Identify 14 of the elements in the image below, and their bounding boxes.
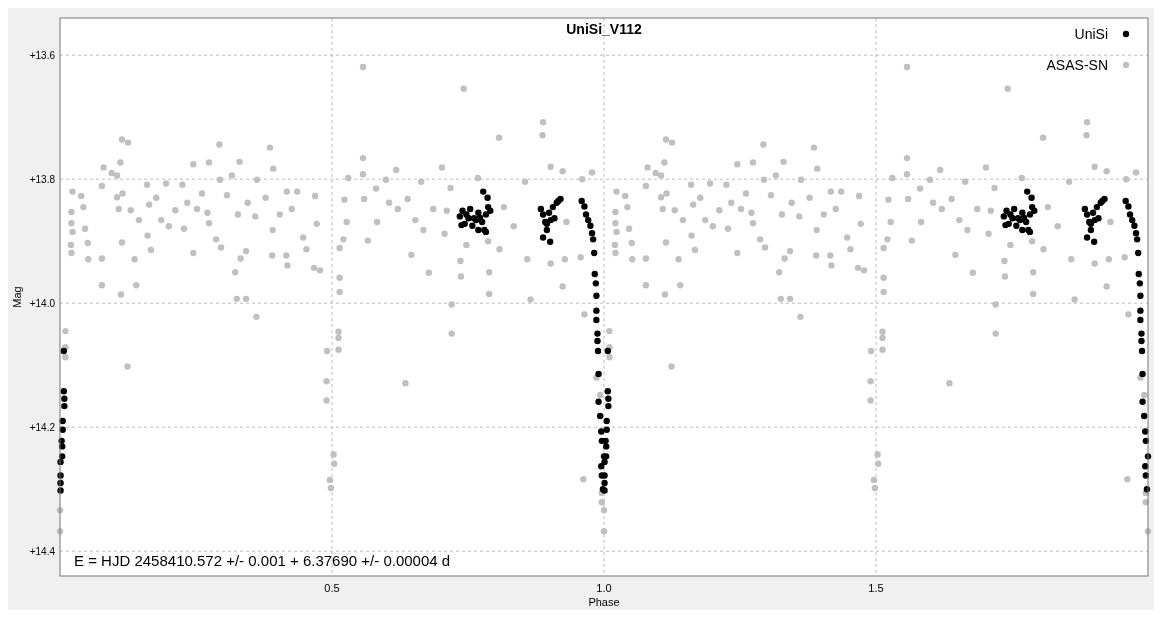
- x-tick-label: 0.5: [324, 582, 340, 594]
- x-tick-label: 1.5: [868, 582, 884, 594]
- x-axis-title: Phase: [588, 596, 620, 608]
- annotation: E = HJD 2458410.572 +/- 0.001 + 6.37690 +/- 0.00004 d: [74, 552, 451, 569]
- x-tick-label: 1.0: [596, 582, 612, 594]
- y-tick-label: +14.2: [29, 422, 56, 434]
- y-tick-label: +13.8: [29, 174, 56, 186]
- legend-label: UniSi: [1074, 26, 1108, 42]
- y-axis-title: Mag: [11, 286, 23, 308]
- legend-label: ASAS-SN: [1046, 57, 1108, 73]
- y-tick-label: +14.0: [29, 298, 56, 310]
- y-tick-label: +13.6: [29, 50, 56, 62]
- chart-title: UniSi_V112: [566, 21, 642, 37]
- y-tick-label: +14.4: [29, 546, 56, 558]
